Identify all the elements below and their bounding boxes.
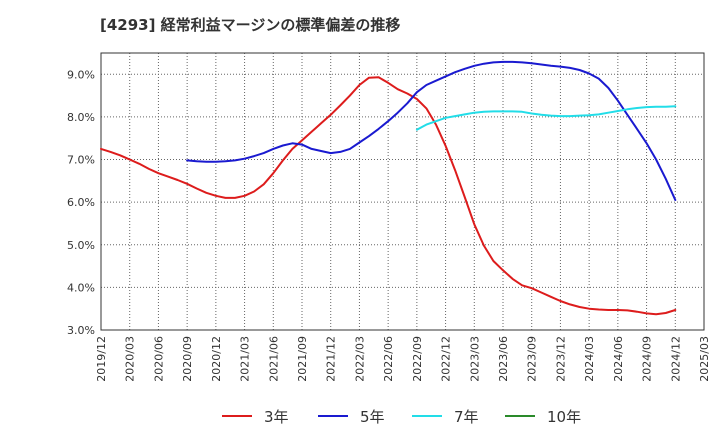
legend-swatch: [222, 415, 252, 417]
x-tick-label: 2023/12: [554, 336, 567, 382]
legend-item-2: 5年: [318, 404, 385, 428]
x-tick-label: 2020/03: [124, 336, 137, 382]
x-tick-label: 2022/03: [353, 336, 366, 382]
y-tick-label: 4.0%: [67, 281, 95, 294]
x-tick-label: 2022/09: [411, 336, 424, 382]
legend-item-1: 3年: [222, 404, 289, 428]
legend-item-3: 7年: [412, 404, 479, 428]
legend-item-4: 10年: [505, 404, 581, 428]
x-tick-label: 2020/06: [152, 336, 165, 382]
x-tick-label: 2023/03: [468, 336, 481, 382]
x-tick-label: 2020/09: [181, 336, 194, 382]
chart-legend: 3年 5年 7年 10年: [0, 404, 720, 428]
x-tick-label: 2021/09: [296, 336, 309, 382]
x-tick-label: 2024/09: [641, 336, 654, 382]
x-tick-label: 2024/06: [612, 336, 625, 382]
x-tick-label: 2022/12: [440, 336, 453, 382]
series-line-2: [186, 60, 677, 201]
x-tick-label: 2025/03: [698, 336, 711, 382]
y-tick-label: 3.0%: [67, 324, 95, 337]
x-gridlines: [129, 53, 676, 330]
y-tick-label: 8.0%: [67, 111, 95, 124]
x-tick-label: 2023/09: [526, 336, 539, 382]
legend-label: 10年: [547, 407, 582, 426]
y-tick-label: 6.0%: [67, 196, 95, 209]
chart-title: [4293] 経常利益マージンの標準偏差の推移: [100, 16, 401, 34]
legend-label: 3年: [264, 407, 289, 426]
x-tick-label: 2019/12: [95, 336, 108, 382]
series-line-1: [100, 76, 677, 316]
x-tick-label: 2024/03: [583, 336, 596, 382]
legend-swatch: [505, 415, 535, 417]
legend-swatch: [412, 415, 442, 417]
x-tick-label: 2021/03: [239, 336, 252, 382]
x-tick-label: 2022/06: [382, 336, 395, 382]
x-tick-label: 2023/06: [497, 336, 510, 382]
y-tick-labels: 3.0% 4.0% 5.0% 6.0% 7.0% 8.0% 9.0%: [67, 68, 95, 337]
y-tick-label: 7.0%: [67, 154, 95, 167]
legend-swatch: [318, 415, 348, 417]
plot-area-frame: [100, 52, 705, 331]
x-tick-label: 2020/12: [210, 336, 223, 382]
y-tick-label: 5.0%: [67, 239, 95, 252]
x-tick-label: 2021/06: [267, 336, 280, 382]
legend-label: 7年: [454, 407, 479, 426]
series-lines: [100, 60, 677, 316]
x-tick-label: 2021/12: [325, 336, 338, 382]
legend-label: 5年: [360, 407, 385, 426]
x-tick-label: 2024/12: [669, 336, 682, 382]
y-tick-label: 9.0%: [67, 68, 95, 81]
x-tick-labels: 2019/12 2020/03 2020/06 2020/09 2020/12 2021/…: [95, 336, 711, 382]
series-line-3: [415, 105, 677, 131]
